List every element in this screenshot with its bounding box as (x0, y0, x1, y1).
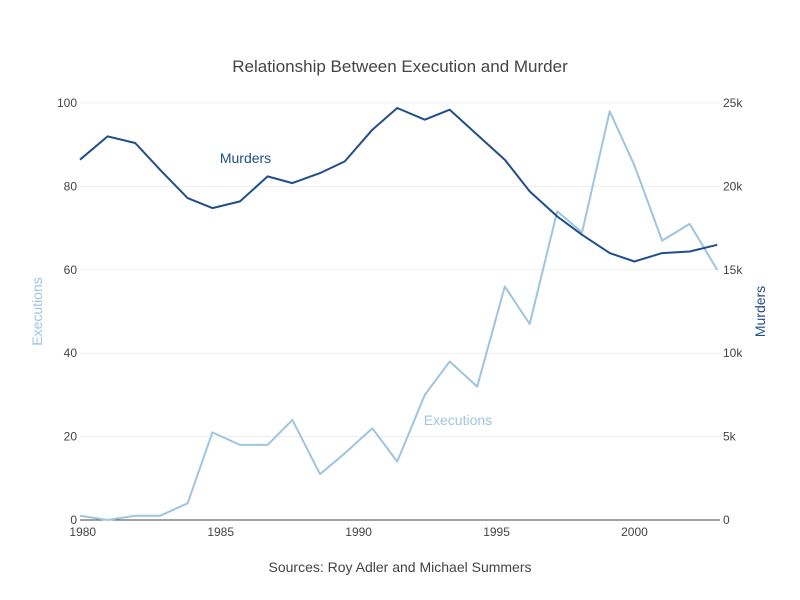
series-lines (79, 107, 719, 521)
series-line-murders (79, 107, 718, 263)
x-tick-label: 1990 (345, 525, 372, 539)
y-right-tick-label: 20k (723, 179, 743, 193)
y-left-tick-label: 80 (64, 179, 78, 193)
chart-caption: Sources: Roy Adler and Michael Summers (269, 559, 532, 575)
y-left-tick-label: 100 (57, 96, 77, 110)
y-right-tick-label: 25k (723, 96, 743, 110)
y-right-tick-label: 15k (723, 263, 743, 277)
y-left-tick-label: 0 (70, 513, 77, 527)
chart-title: Relationship Between Execution and Murde… (232, 57, 568, 76)
x-tick-label: 1980 (69, 525, 96, 539)
y-right-tick-label: 5k (723, 430, 737, 444)
x-tick-label: 1985 (207, 525, 234, 539)
series-annotation-murders: Murders (220, 150, 271, 166)
y-left-tick-label: 20 (64, 430, 78, 444)
series-line-executions (79, 110, 719, 521)
y-left-axis-title: Executions (29, 277, 45, 345)
x-tick-label: 2000 (621, 525, 648, 539)
y-right-tick-label: 10k (723, 346, 743, 360)
y-left-tick-label: 60 (64, 263, 78, 277)
axes: 1980 1985 1990 1995 2000 0 20 40 60 80 100 0 5k 10k 15… (29, 96, 768, 539)
y-right-axis-title: Murders (752, 286, 768, 337)
series-annotation-executions: Executions (424, 412, 492, 428)
y-left-tick-label: 40 (64, 346, 78, 360)
gridlines (80, 102, 720, 438)
labels: Murders Executions (220, 150, 492, 428)
y-right-tick-label: 0 (723, 513, 730, 527)
x-tick-label: 1995 (483, 525, 510, 539)
